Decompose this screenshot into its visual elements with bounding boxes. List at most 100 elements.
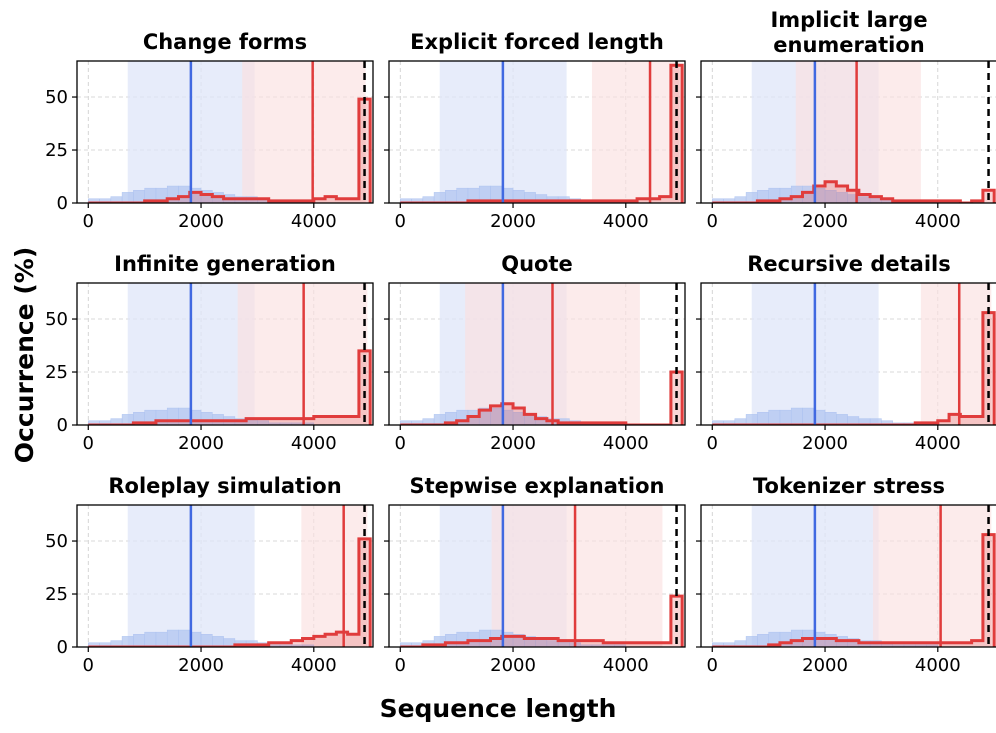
attack-bar	[847, 190, 859, 203]
panel-plot-area	[701, 61, 996, 203]
attack-bar	[926, 642, 938, 647]
attack-bar	[802, 638, 814, 647]
baseline-bar	[200, 634, 213, 647]
attack-bar	[813, 186, 826, 203]
attack-bar	[637, 642, 649, 647]
x-axis-label: Sequence length	[380, 694, 617, 723]
attack-bar	[234, 420, 247, 425]
attack-bar	[779, 198, 792, 203]
attack-bar	[479, 640, 491, 647]
attack-step-outline	[88, 349, 372, 425]
attack-bar	[971, 640, 983, 647]
attack-bar	[960, 642, 972, 647]
y-tick-label: 0	[57, 637, 68, 658]
x-tick-label: 2000	[178, 211, 224, 232]
x-tick-label: 4000	[291, 433, 337, 454]
attack-band	[301, 505, 368, 647]
attack-bar	[659, 196, 671, 203]
attack-bar	[971, 416, 983, 425]
attack-bar	[212, 196, 224, 203]
panel-plot-area	[77, 505, 373, 647]
attack-bar	[268, 642, 280, 647]
y-tick-label: 25	[45, 584, 68, 605]
baseline-bar	[757, 634, 769, 647]
attack-bar	[535, 418, 547, 425]
x-tick-label: 4000	[291, 655, 337, 676]
attack-bar	[223, 420, 235, 425]
attack-bar	[257, 418, 269, 425]
attack-bar	[325, 634, 337, 647]
attack-bar	[960, 416, 972, 425]
attack-bar	[347, 634, 359, 647]
baseline-bar	[745, 192, 758, 203]
baseline-bar	[745, 636, 758, 647]
attack-bar	[513, 636, 525, 647]
x-tick-label: 2000	[802, 433, 848, 454]
panel-plot-area	[701, 283, 996, 425]
attack-bar	[836, 186, 848, 203]
attack-bar	[167, 198, 179, 203]
x-tick-label: 4000	[603, 655, 649, 676]
baseline-bar	[802, 407, 815, 425]
attack-step-outline	[400, 370, 684, 425]
attack-bar	[524, 414, 536, 425]
baseline-bar	[144, 631, 157, 647]
y-tick-label: 50	[45, 309, 68, 330]
attack-bar	[201, 420, 213, 425]
panel-plot-area	[389, 283, 685, 425]
attack-bar	[167, 420, 179, 425]
panel-frame	[700, 60, 996, 204]
panel-8: 0 2000 4000 Tokenizer stress	[696, 474, 996, 676]
attack-bar	[937, 420, 950, 425]
baseline-bar	[433, 414, 446, 425]
attack-band	[242, 61, 366, 203]
x-tick-label: 2000	[490, 211, 536, 232]
x-tick-label: 2000	[802, 211, 848, 232]
x-tick-label: 2000	[490, 433, 536, 454]
x-tick-label: 0	[395, 433, 406, 454]
attack-bar	[870, 196, 882, 203]
attack-bar	[949, 414, 961, 425]
attack-bar	[847, 640, 859, 647]
panel-plot-area	[389, 505, 685, 647]
attack-bar	[648, 642, 660, 647]
panel-frame	[388, 504, 686, 648]
baseline-bar	[757, 412, 769, 425]
panel-title: Explicit forced length	[410, 30, 664, 54]
baseline-bar	[212, 636, 224, 647]
x-tick-label: 2000	[490, 655, 536, 676]
y-tick-label: 25	[45, 140, 68, 161]
baseline-bar	[745, 414, 758, 425]
attack-bar	[347, 198, 359, 203]
panel-frame	[76, 504, 374, 648]
panel-plot-area	[389, 61, 685, 203]
attack-bar	[659, 642, 671, 647]
panel-5: 0 2000 4000 Recursive details	[696, 252, 996, 454]
x-tick-label: 0	[83, 433, 94, 454]
attack-step-outline	[712, 180, 996, 203]
panel-title: Quote	[501, 252, 573, 276]
baseline-bar	[166, 629, 179, 647]
attack-bar	[949, 642, 961, 647]
attack-step-outline	[712, 533, 996, 647]
panel-plot-area	[77, 61, 373, 203]
x-tick-label: 0	[395, 211, 406, 232]
attack-bar	[501, 636, 514, 647]
baseline-bar	[614, 644, 627, 647]
baseline-bar	[121, 192, 134, 203]
attack-bar	[648, 198, 660, 203]
attack-bar	[279, 642, 292, 647]
attack-bar	[779, 642, 792, 647]
attack-bar	[313, 198, 326, 203]
attack-bar	[257, 198, 269, 203]
baseline-bar	[790, 407, 803, 425]
attack-band	[491, 505, 663, 647]
baseline-bar	[456, 187, 469, 203]
attack-bar	[223, 198, 235, 203]
attack-bar	[836, 640, 848, 647]
panel-6: 0 2000 4000 0 25 50 Roleplay simulation	[45, 474, 374, 676]
baseline-bar	[155, 631, 168, 647]
panel-7: 0 2000 4000 Stepwise explanation	[384, 474, 686, 676]
attack-bar	[580, 640, 592, 647]
y-tick-label: 0	[57, 415, 68, 436]
